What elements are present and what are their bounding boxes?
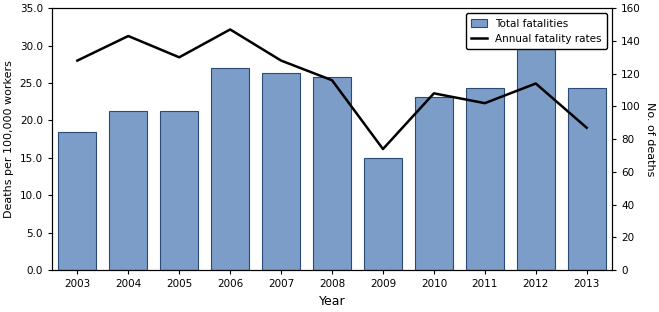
Legend: Total fatalities, Annual fatality rates: Total fatalities, Annual fatality rates bbox=[466, 13, 607, 49]
Bar bbox=[466, 88, 504, 270]
Bar bbox=[211, 68, 249, 270]
Bar bbox=[262, 73, 301, 270]
Bar bbox=[517, 38, 555, 270]
Y-axis label: No. of deaths: No. of deaths bbox=[645, 102, 655, 176]
Bar bbox=[313, 77, 351, 270]
Bar bbox=[58, 132, 96, 270]
X-axis label: Year: Year bbox=[319, 295, 345, 308]
Bar bbox=[160, 111, 198, 270]
Bar bbox=[109, 111, 148, 270]
Y-axis label: Deaths per 100,000 workers: Deaths per 100,000 workers bbox=[4, 60, 14, 218]
Bar bbox=[567, 88, 606, 270]
Bar bbox=[364, 158, 402, 270]
Bar bbox=[415, 96, 453, 270]
